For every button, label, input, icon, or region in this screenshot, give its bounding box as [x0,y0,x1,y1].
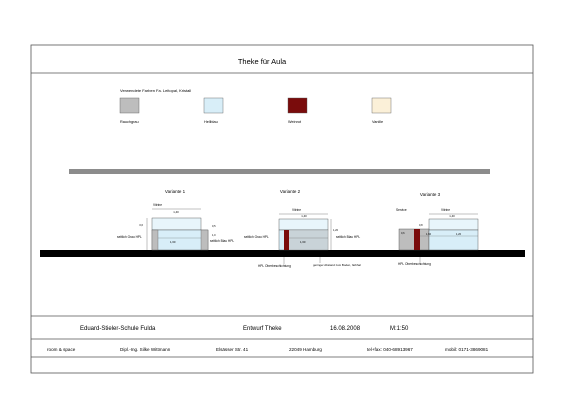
v1-dim-right-a: 0,5 [212,224,216,228]
tb-architect: Dipl.-Ing. Silke Wittmann [120,347,171,352]
v2-note-vitrine: Vitrine [292,208,301,212]
swatch-label-hellblau: Hellblau [204,120,218,124]
v2-note-hpl: HPL Oberbeschichtung [258,264,291,268]
drawing-title: Theke für Aula [238,57,287,66]
tb-date: 16.08.2008 [330,326,361,332]
sheet-border [30,44,534,374]
ceiling-bar [69,169,490,174]
tb-street: Elsässer Str. 41 [216,347,249,352]
variant-2-label: Variante 2 [280,189,301,194]
tb-drawing: Entwurf Theke [243,326,282,332]
v3-note-service: Service [396,208,407,212]
tb-mobile: mobil: 0171-3869081 [445,347,489,352]
v2-dim-top: 1,40 [301,214,307,218]
v1-dim-left-a: 0,6 [139,223,143,227]
legend-caption: Verwendete Farben Fa. Leitopal, Kristall [120,88,191,93]
v1-side-grey [151,229,159,251]
v3-dim-service: 0,8 [419,223,423,227]
v1-dim-body: 1,60 [170,240,176,244]
v3-counter-blue [428,229,479,251]
swatch-label-weinrot: Weinrot [288,120,302,124]
swatch-label-vanille: Vanille [372,120,383,124]
swatch-hellblau [203,97,224,114]
v1-dim-top: 1,40 [173,210,179,214]
variant-3-label: Variante 3 [420,192,441,197]
v2-dim-body: 1,60 [300,240,306,244]
v3-dim-right: 1,20 [456,232,462,236]
v1-vitrine [151,217,202,231]
v3-side-red [414,229,420,250]
v2-note-abstand: geringer Abstand zum Boden, farbhal [313,263,361,267]
v3-dim-left: 0,6 [401,231,405,235]
variant-1-label: Variante 1 [165,189,186,194]
v1-note-vitrine: Vitrine [153,203,162,207]
tb-scale: M:1:50 [390,326,409,332]
v3-vitrine [428,218,479,231]
floor-bar [40,250,525,257]
legend-swatches [119,97,392,114]
v2-vitrine [278,218,329,231]
v3-note-hpl: HPL Oberbeschichtung [398,262,431,266]
variant-3: Variante 3 1,40 Vitrine Service 0,8 1,60… [396,192,479,266]
v2-side-red [284,230,289,250]
variant-1: Variante 1 1,40 Vitrine 1,60 0,6 0,5 1,0… [117,189,234,251]
v1-side-end [200,229,209,251]
tb-city: 22049 Hamburg [289,347,322,352]
v3-dim-body: 1,60 [426,232,432,236]
v2-body-grey [289,230,328,250]
tb-school: Eduard-Stieler-Schule Fulda [80,326,156,332]
tb-firm: room & space [47,347,76,352]
swatch-weinrot [287,97,308,114]
v1-note-grau: seitlich Grau HPL [117,235,142,239]
v2-dim-right: 1,20 [333,228,339,232]
v1-note-blau: seitlich Blau HPL [210,239,234,243]
v1-dim-right-b: 1,0 [212,233,216,237]
swatch-label-rauchgrau: Rauchgrau [120,120,139,124]
v2-note-blau: seitlich Blau HPL [336,235,360,239]
v3-note-vitrine: Vitrine [441,208,450,212]
swatch-rauchgrau [119,97,140,114]
swatch-vanille [371,97,392,114]
tb-phone: tel+fax: 040-68913967 [367,347,413,352]
v1-counter-blue [151,229,209,251]
variant-2: Variante 2 1,40 Vitrine 1,60 1,20 seitli… [244,189,361,268]
v3-dim-top: 1,40 [449,214,455,218]
v2-note-grau: seitlich Grau HPL [244,235,269,239]
